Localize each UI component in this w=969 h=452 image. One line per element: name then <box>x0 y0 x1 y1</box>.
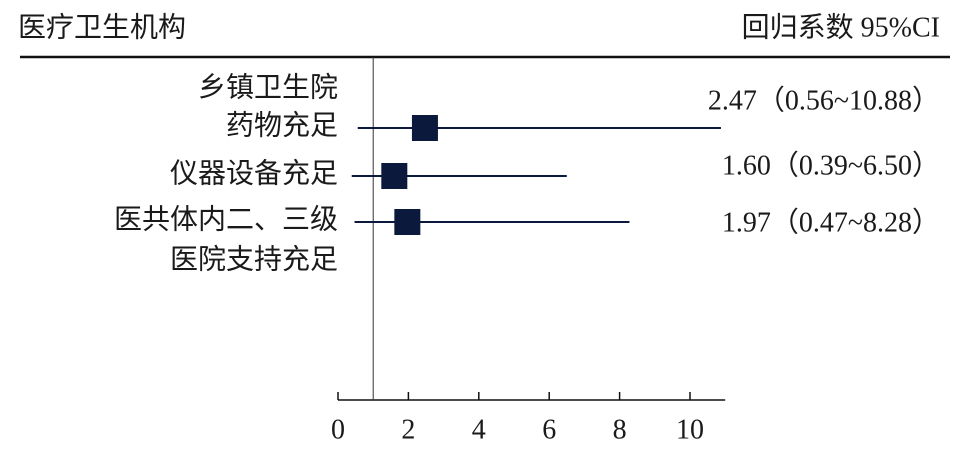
category-label: 医院支持充足 <box>170 243 338 275</box>
x-tick-label: 10 <box>676 414 704 445</box>
point-estimate <box>381 163 408 189</box>
x-tick-label: 6 <box>542 414 556 445</box>
x-tick-label: 2 <box>401 414 415 445</box>
x-tick-label: 0 <box>331 414 345 445</box>
column-title: 回归系数 95%CI <box>742 11 940 43</box>
category-label: 医共体内二、三级 <box>114 203 338 235</box>
x-tick-label: 4 <box>472 414 486 445</box>
group-label: 乡镇卫生院 <box>198 71 338 103</box>
x-tick-label: 8 <box>613 414 627 445</box>
chart-title: 医疗卫生机构 <box>18 11 186 43</box>
category-label: 药物充足 <box>226 109 338 141</box>
value-label: 1.97（0.47~8.28） <box>722 206 940 238</box>
value-label: 1.60（0.39~6.50） <box>722 149 940 181</box>
point-estimate <box>411 115 438 141</box>
point-estimate <box>394 209 421 235</box>
category-label: 仪器设备充足 <box>170 157 338 189</box>
value-label: 2.47（0.56~10.88） <box>708 84 940 116</box>
